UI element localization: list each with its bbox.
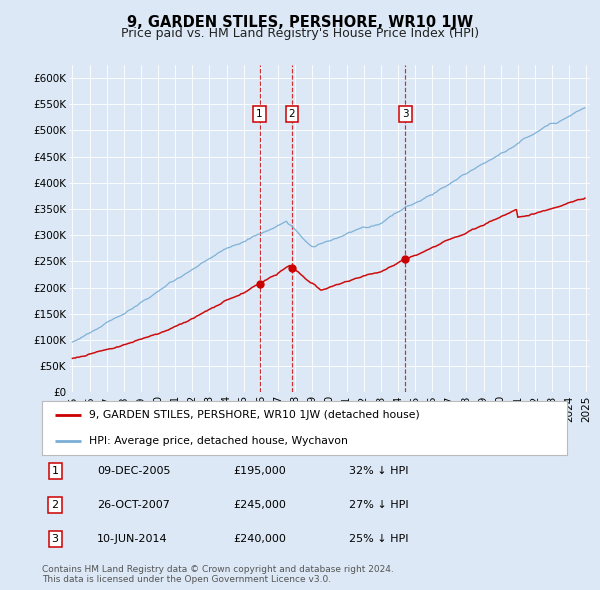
Text: 32% ↓ HPI: 32% ↓ HPI [349, 466, 409, 476]
Text: Price paid vs. HM Land Registry's House Price Index (HPI): Price paid vs. HM Land Registry's House … [121, 27, 479, 40]
Text: 26-OCT-2007: 26-OCT-2007 [97, 500, 170, 510]
Text: 9, GARDEN STILES, PERSHORE, WR10 1JW: 9, GARDEN STILES, PERSHORE, WR10 1JW [127, 15, 473, 30]
Text: 3: 3 [52, 534, 59, 544]
Text: 25% ↓ HPI: 25% ↓ HPI [349, 534, 409, 544]
Text: 27% ↓ HPI: 27% ↓ HPI [349, 500, 409, 510]
Text: £245,000: £245,000 [233, 500, 287, 510]
Text: 3: 3 [402, 109, 409, 119]
Text: Contains HM Land Registry data © Crown copyright and database right 2024.
This d: Contains HM Land Registry data © Crown c… [42, 565, 394, 584]
Text: £195,000: £195,000 [233, 466, 286, 476]
Text: 10-JUN-2014: 10-JUN-2014 [97, 534, 168, 544]
Text: 1: 1 [52, 466, 59, 476]
Text: 9, GARDEN STILES, PERSHORE, WR10 1JW (detached house): 9, GARDEN STILES, PERSHORE, WR10 1JW (de… [89, 411, 420, 421]
Text: £240,000: £240,000 [233, 534, 287, 544]
Text: HPI: Average price, detached house, Wychavon: HPI: Average price, detached house, Wych… [89, 435, 348, 445]
Text: 2: 2 [289, 109, 295, 119]
Text: 09-DEC-2005: 09-DEC-2005 [97, 466, 170, 476]
Text: 2: 2 [52, 500, 59, 510]
Text: 1: 1 [256, 109, 263, 119]
